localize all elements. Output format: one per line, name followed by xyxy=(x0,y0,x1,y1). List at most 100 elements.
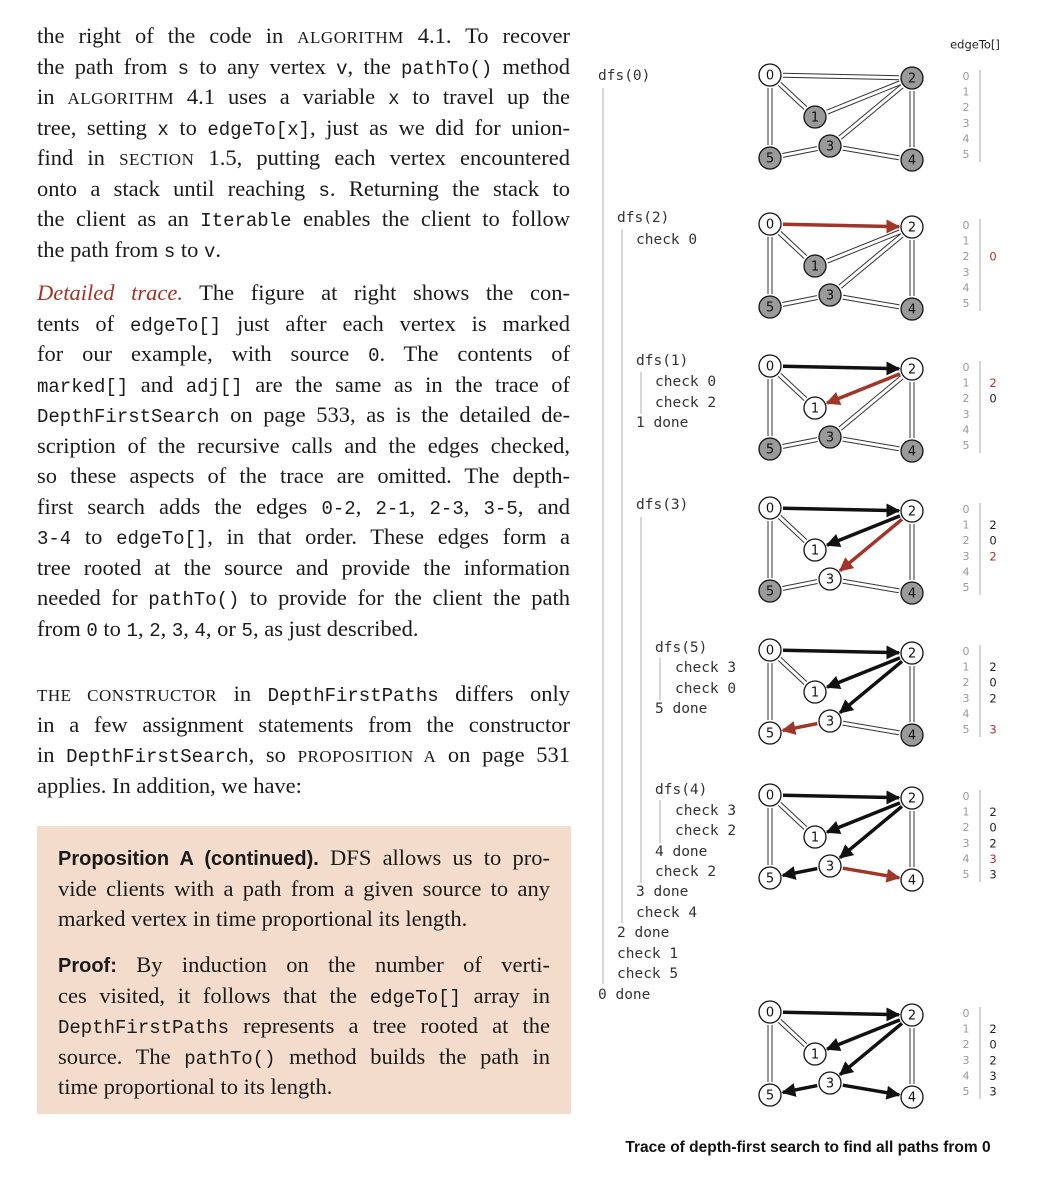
tree-edge xyxy=(782,219,901,234)
text-line: so these aspects of the trace are omitte… xyxy=(37,461,570,491)
text-run: onto a stack until reaching xyxy=(37,175,319,201)
text-run: The figure at right shows the con- xyxy=(182,280,570,305)
edgeto-index: 2 xyxy=(963,534,970,547)
code-run: pathTo() xyxy=(184,1047,276,1070)
vertex xyxy=(803,396,827,420)
proposition-box xyxy=(37,826,571,1114)
vertex xyxy=(900,499,924,523)
edgeto-index: 5 xyxy=(963,439,970,452)
code-run: 2 xyxy=(149,619,161,642)
trace-step: check 0 xyxy=(636,232,697,248)
tree-edge xyxy=(825,1018,901,1051)
text-run: to travel up the xyxy=(399,84,570,109)
tree-edge xyxy=(781,721,818,735)
tree-edge xyxy=(838,659,904,715)
graph-edge xyxy=(843,294,900,306)
text-line: the client as an Iterable enables the cl… xyxy=(37,204,570,234)
edgeto-index: 5 xyxy=(963,581,970,594)
code-run: edgeTo[] xyxy=(369,986,461,1009)
edgeto-index: 3 xyxy=(963,408,970,421)
text-run: from xyxy=(37,615,87,641)
edgeto-index: 1 xyxy=(963,661,970,674)
text-run: in xyxy=(217,681,268,706)
trace-step: check 4 xyxy=(636,905,697,921)
code-run: 4 xyxy=(194,619,206,642)
edgeto-value: 2 xyxy=(989,549,996,563)
graph-edge xyxy=(780,515,808,541)
code-run: edgeTo[x] xyxy=(207,118,310,141)
code-run: pathTo() xyxy=(401,57,493,80)
code-run: 0 xyxy=(368,345,380,367)
edgeto-index: 1 xyxy=(963,235,970,248)
text-run: 1.5, putting each vertex encountered xyxy=(194,145,571,170)
text-line: the path from s to any vertex v, the pat… xyxy=(37,52,570,82)
vertex xyxy=(758,354,782,378)
graph-edge xyxy=(840,378,904,431)
edgeto-index: 1 xyxy=(963,86,970,99)
code-run: DepthFirstSearch xyxy=(66,746,249,768)
vertex-label: 3 xyxy=(826,1077,834,1092)
trace-step: check 3 xyxy=(675,803,736,819)
text-run: . xyxy=(215,236,222,262)
graph-edge xyxy=(838,233,902,286)
text-line: onto a stack until reaching s. Returning… xyxy=(37,174,570,204)
text-run: in xyxy=(37,742,67,767)
vertex-label: 5 xyxy=(766,443,774,458)
edgeto-index: 4 xyxy=(963,707,970,720)
graph-edge xyxy=(782,437,817,445)
vertex-label: 4 xyxy=(908,587,916,602)
edgeto-index: 4 xyxy=(963,132,970,145)
vertex xyxy=(818,567,842,591)
sc-run: ALGORITHM xyxy=(67,89,174,108)
edgeto-value: 2 xyxy=(989,805,996,819)
text-line: tree rooted at the source and provide th… xyxy=(37,553,570,583)
vertex-label: 3 xyxy=(826,140,834,155)
edgeto-index: 3 xyxy=(963,550,970,563)
vertex xyxy=(900,723,924,747)
text-run: , as just described. xyxy=(252,615,419,641)
text-run: to any vertex xyxy=(189,53,337,79)
text-line: Detailed trace. The figure at right show… xyxy=(37,278,570,308)
code-run: edgeTo[] xyxy=(116,528,208,550)
vertex-label: 0 xyxy=(766,1006,774,1021)
vertex xyxy=(900,641,924,665)
edgeto-index: 1 xyxy=(963,377,970,390)
text-run: needed for xyxy=(37,585,149,610)
text-run: find in xyxy=(37,145,120,170)
trace-step: dfs(4) xyxy=(655,782,707,798)
vertex-label: 1 xyxy=(811,111,819,126)
edgeto-value: 2 xyxy=(989,1022,996,1036)
edgeto-index: 1 xyxy=(963,519,970,532)
text-run: method xyxy=(492,53,570,79)
code-run: v xyxy=(336,57,348,80)
vertex-label: 2 xyxy=(908,72,916,87)
graph-edge xyxy=(782,295,817,303)
trace-step: 3 done xyxy=(636,884,688,900)
graph-edge xyxy=(777,659,805,685)
text-line: source. The pathTo() method builds the p… xyxy=(58,1042,550,1072)
vertex-label: 0 xyxy=(766,644,774,659)
text-run: By induction on the number of verti- xyxy=(116,952,550,977)
trace-step: dfs(0) xyxy=(598,68,650,84)
tree-edge xyxy=(838,1021,904,1077)
vertex-label: 4 xyxy=(908,729,916,744)
edgeto-index: 0 xyxy=(963,1007,970,1020)
graph-edge xyxy=(843,145,900,157)
text-line: needed for pathTo() to provide for the c… xyxy=(37,583,570,613)
vertex-label: 5 xyxy=(766,585,774,600)
code-run: edgeTo[] xyxy=(129,314,222,337)
text-line: tents of edgeTo[] just after each vertex… xyxy=(37,309,570,339)
code-run: 1 xyxy=(126,619,138,642)
edgeto-value: 3 xyxy=(989,1069,996,1083)
text-line: DepthFirstSearch on page 533, as is the … xyxy=(37,400,570,430)
edgeto-index: 2 xyxy=(963,676,970,689)
tree-edge xyxy=(782,645,901,660)
text-run: enables the client to follow xyxy=(291,206,570,231)
trace-step: check 0 xyxy=(675,681,736,697)
edgeto-index: 0 xyxy=(963,219,970,232)
trace-step: check 2 xyxy=(675,823,736,839)
graph-edge xyxy=(840,236,904,289)
text-run: , so xyxy=(248,742,298,767)
edgeto-header: edgeTo[] xyxy=(950,38,1000,52)
graph-edge xyxy=(842,298,899,310)
